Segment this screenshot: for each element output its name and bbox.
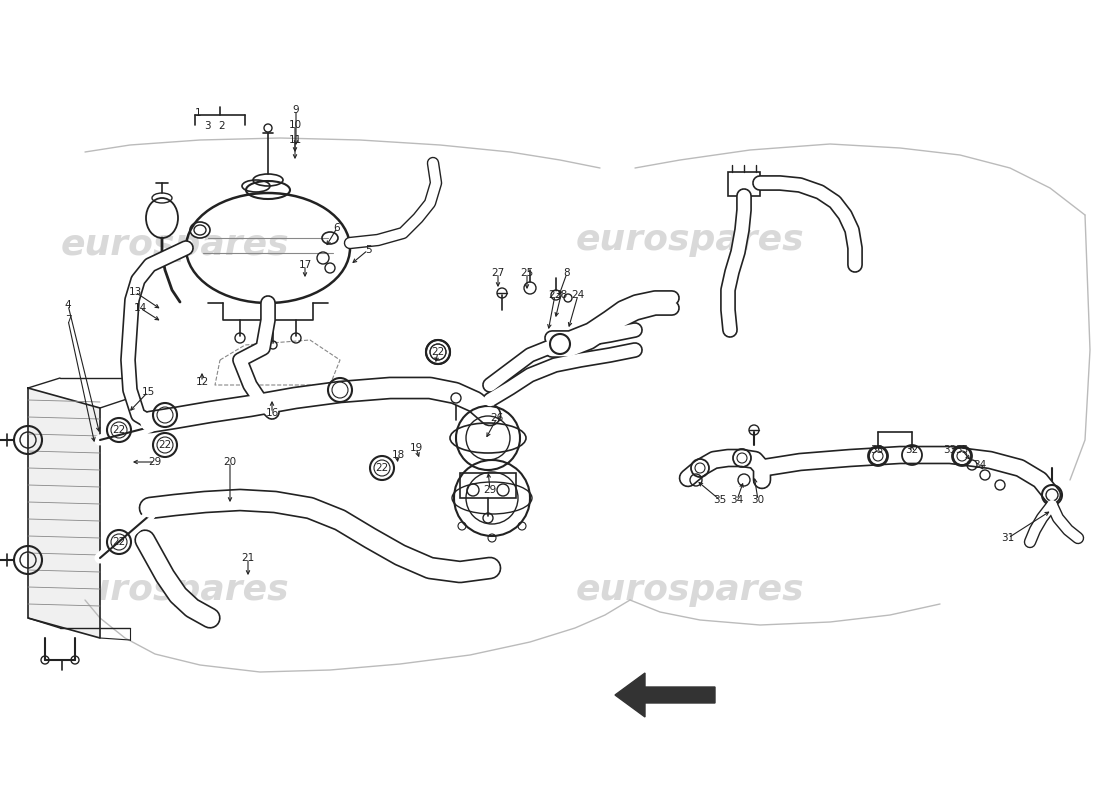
Text: 28: 28 bbox=[554, 290, 568, 300]
Text: 21: 21 bbox=[241, 553, 254, 563]
Text: 9: 9 bbox=[293, 105, 299, 115]
Text: 29: 29 bbox=[148, 457, 162, 467]
Text: 23: 23 bbox=[549, 290, 562, 300]
Text: 22: 22 bbox=[112, 425, 125, 435]
Text: 26: 26 bbox=[491, 413, 504, 423]
Bar bbox=[728, 172, 760, 196]
Text: 29: 29 bbox=[483, 485, 496, 495]
Polygon shape bbox=[28, 388, 100, 638]
Text: eurospares: eurospares bbox=[60, 228, 289, 262]
Text: 27: 27 bbox=[492, 268, 505, 278]
Text: 33: 33 bbox=[870, 445, 883, 455]
Text: eurospares: eurospares bbox=[60, 573, 289, 607]
Text: 18: 18 bbox=[392, 450, 405, 460]
Text: 8: 8 bbox=[563, 268, 570, 278]
Bar bbox=[460, 473, 516, 498]
Text: 16: 16 bbox=[265, 408, 278, 418]
Text: 25: 25 bbox=[520, 268, 534, 278]
Text: 32: 32 bbox=[905, 445, 918, 455]
Text: 20: 20 bbox=[223, 457, 236, 467]
Text: 24: 24 bbox=[571, 290, 584, 300]
Text: 17: 17 bbox=[298, 260, 311, 270]
Text: 1: 1 bbox=[195, 108, 201, 118]
Text: 4: 4 bbox=[65, 300, 72, 310]
Text: 22: 22 bbox=[431, 347, 444, 357]
Text: 35: 35 bbox=[714, 495, 727, 505]
Text: 22: 22 bbox=[375, 463, 388, 473]
Text: eurospares: eurospares bbox=[575, 223, 804, 257]
Text: 22: 22 bbox=[158, 440, 172, 450]
Text: 2: 2 bbox=[219, 121, 225, 131]
Text: 11: 11 bbox=[288, 135, 301, 145]
Text: 22: 22 bbox=[112, 537, 125, 547]
Text: 12: 12 bbox=[196, 377, 209, 387]
Text: 5: 5 bbox=[365, 245, 372, 255]
Text: 10: 10 bbox=[288, 120, 301, 130]
Text: 30: 30 bbox=[751, 495, 764, 505]
Text: 31: 31 bbox=[1001, 533, 1014, 543]
Text: eurospares: eurospares bbox=[575, 573, 804, 607]
Polygon shape bbox=[615, 673, 715, 717]
Text: 19: 19 bbox=[409, 443, 422, 453]
Text: 34: 34 bbox=[730, 495, 744, 505]
Text: 13: 13 bbox=[129, 287, 142, 297]
Text: 14: 14 bbox=[133, 303, 146, 313]
Text: 6: 6 bbox=[333, 223, 340, 233]
Text: 3: 3 bbox=[204, 121, 210, 131]
Text: 7: 7 bbox=[65, 315, 72, 325]
Text: 34: 34 bbox=[974, 460, 987, 470]
Text: 33: 33 bbox=[944, 445, 957, 455]
Text: 15: 15 bbox=[142, 387, 155, 397]
Text: 35: 35 bbox=[956, 445, 969, 455]
